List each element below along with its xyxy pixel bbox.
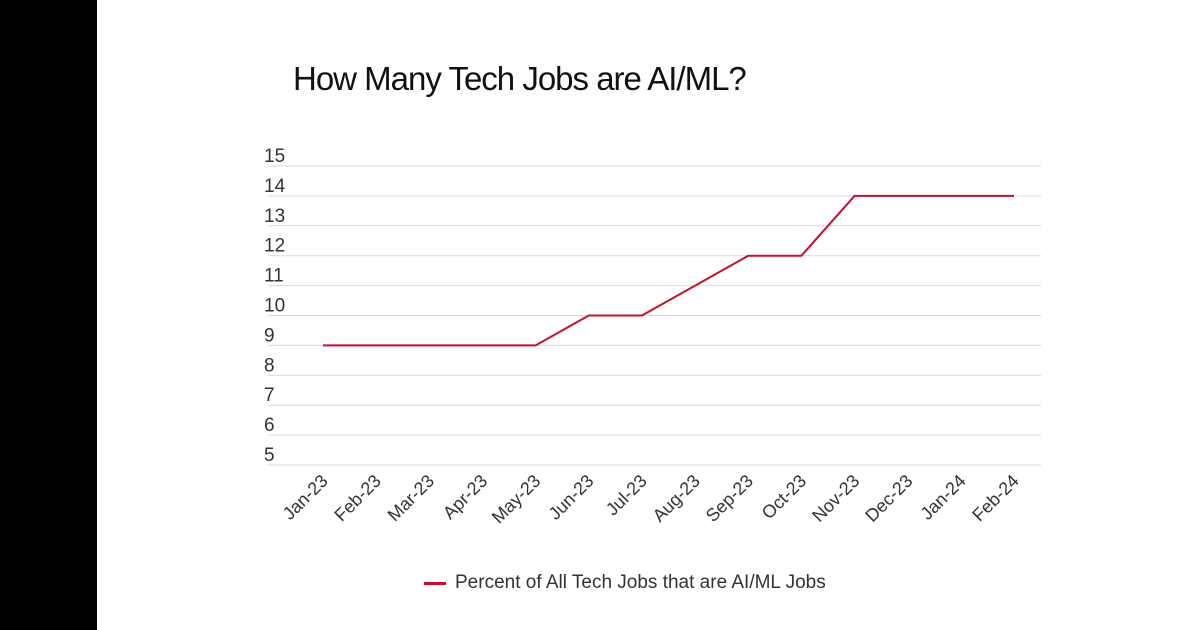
y-tick-label: 7 <box>264 385 275 406</box>
chart-title: How Many Tech Jobs are AI/ML? <box>293 60 747 97</box>
x-tick-label: Feb-23 <box>331 471 385 525</box>
y-tick-label: 5 <box>264 445 275 466</box>
y-tick-label: 10 <box>264 296 285 317</box>
x-tick-label: Jan-23 <box>279 471 332 524</box>
y-tick-label: 9 <box>264 325 275 346</box>
x-tick-label: Dec-23 <box>861 471 916 526</box>
x-tick-label: Aug-23 <box>649 471 704 526</box>
x-tick-label: Oct-23 <box>758 471 810 523</box>
x-tick-label: Jul-23 <box>602 471 651 520</box>
y-tick-label: 6 <box>264 415 275 436</box>
x-tick-label: Jun-23 <box>545 471 598 524</box>
y-tick-label: 8 <box>264 355 275 376</box>
gridlines <box>268 165 1041 466</box>
x-tick-label: Mar-23 <box>384 471 438 525</box>
y-tick-label: 12 <box>264 236 285 257</box>
y-tick-label: 15 <box>264 146 285 167</box>
x-tick-label: Feb-24 <box>968 471 1022 525</box>
y-tick-label: 14 <box>264 176 286 197</box>
x-tick-label: Nov-23 <box>808 471 863 526</box>
x-tick-label: Jan-24 <box>917 471 970 524</box>
left-black-bar <box>0 0 97 630</box>
x-tick-label: Sep-23 <box>702 471 757 526</box>
legend-swatch <box>424 581 446 585</box>
y-axis-ticks: 5 6 7 8 9 10 11 12 13 14 15 <box>264 146 286 466</box>
x-tick-label: May-23 <box>488 471 545 528</box>
legend: Percent of All Tech Jobs that are AI/ML … <box>424 569 826 597</box>
series-lines <box>323 194 1014 347</box>
x-tick-label: Apr-23 <box>439 471 491 523</box>
y-tick-label: 13 <box>264 206 285 227</box>
y-tick-label: 11 <box>264 266 284 287</box>
legend-label: Percent of All Tech Jobs that are AI/ML … <box>455 572 826 593</box>
series-line <box>323 194 1014 347</box>
